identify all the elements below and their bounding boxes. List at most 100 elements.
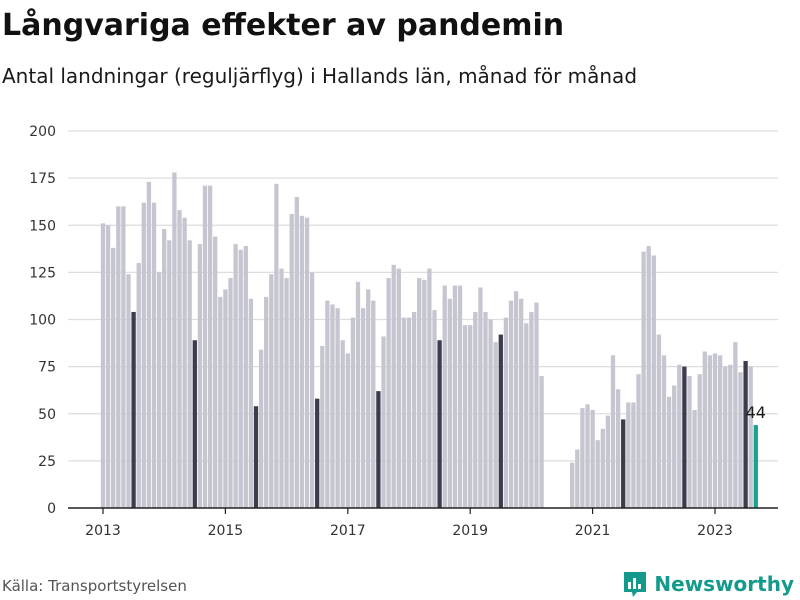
bar bbox=[243, 245, 248, 509]
bar bbox=[626, 402, 631, 508]
bar bbox=[279, 268, 284, 508]
bar bbox=[417, 278, 422, 508]
x-tick-label: 2015 bbox=[208, 523, 244, 539]
bar bbox=[100, 223, 106, 509]
y-tick-label: 125 bbox=[29, 265, 56, 281]
bar bbox=[371, 300, 376, 508]
bar bbox=[264, 296, 269, 508]
latest-value-label: 44 bbox=[746, 403, 766, 422]
chart-title: Långvariga effekter av pandemin bbox=[2, 8, 565, 43]
bar bbox=[717, 355, 723, 508]
bar bbox=[427, 268, 432, 508]
bar bbox=[707, 355, 713, 508]
brand-name: Newsworthy bbox=[654, 572, 794, 596]
bar bbox=[677, 364, 682, 508]
bar bbox=[162, 229, 167, 508]
bar bbox=[508, 300, 514, 508]
bar bbox=[187, 240, 192, 508]
bar bbox=[197, 244, 203, 508]
bar bbox=[468, 325, 473, 508]
bar bbox=[146, 181, 152, 508]
y-tick-label: 200 bbox=[29, 124, 56, 140]
bar bbox=[615, 389, 621, 508]
bar bbox=[457, 285, 463, 508]
bar bbox=[167, 240, 172, 508]
bar bbox=[422, 279, 427, 508]
bar bbox=[315, 398, 320, 508]
bar bbox=[687, 376, 692, 508]
bar bbox=[600, 428, 605, 508]
bar bbox=[636, 374, 641, 508]
x-tick-label: 2021 bbox=[575, 523, 611, 539]
bar bbox=[105, 225, 111, 508]
bar bbox=[207, 185, 213, 509]
bar bbox=[141, 202, 146, 508]
bar bbox=[493, 342, 498, 508]
bar bbox=[442, 285, 447, 508]
bar bbox=[238, 249, 243, 508]
bar bbox=[605, 415, 611, 508]
newsworthy-brand[interactable]: Newsworthy bbox=[622, 568, 794, 600]
bar bbox=[325, 300, 330, 508]
bar bbox=[116, 206, 121, 508]
bar bbox=[360, 308, 366, 508]
bar bbox=[299, 215, 305, 508]
x-tick-label: 2013 bbox=[85, 523, 121, 539]
bar bbox=[340, 340, 345, 508]
bar bbox=[631, 402, 636, 508]
x-tick-label: 2019 bbox=[452, 523, 488, 539]
bar bbox=[666, 396, 672, 508]
bar bbox=[513, 291, 519, 508]
bar bbox=[228, 278, 233, 508]
bar bbox=[646, 245, 651, 509]
bar bbox=[111, 247, 116, 508]
bar bbox=[702, 351, 707, 508]
bar bbox=[177, 210, 182, 509]
y-tick-label: 150 bbox=[29, 218, 56, 234]
y-tick-label: 50 bbox=[38, 407, 56, 423]
bar bbox=[289, 213, 294, 508]
bar bbox=[529, 311, 534, 508]
bar bbox=[590, 409, 595, 508]
bar bbox=[345, 353, 350, 508]
bar bbox=[294, 196, 299, 508]
bar bbox=[473, 311, 478, 508]
bar bbox=[661, 355, 667, 508]
bar bbox=[192, 340, 197, 508]
bar bbox=[447, 298, 452, 508]
bar bbox=[437, 340, 442, 508]
bar bbox=[728, 364, 733, 508]
bar bbox=[748, 366, 753, 508]
bar bbox=[432, 310, 437, 508]
bar bbox=[350, 317, 356, 508]
bar bbox=[610, 355, 616, 508]
bar bbox=[672, 385, 677, 508]
bar bbox=[723, 366, 728, 508]
bar bbox=[156, 272, 162, 508]
bar bbox=[396, 268, 401, 508]
newsworthy-logo-icon bbox=[624, 572, 647, 597]
bar bbox=[452, 285, 458, 508]
bar bbox=[131, 311, 136, 508]
bar bbox=[213, 236, 218, 508]
bar bbox=[386, 278, 391, 508]
bar bbox=[483, 311, 488, 508]
chart-subtitle: Antal landningar (reguljärflyg) i Hallan… bbox=[2, 64, 638, 88]
bar bbox=[524, 323, 529, 508]
bar bbox=[697, 374, 702, 508]
y-tick-label: 100 bbox=[29, 313, 56, 329]
bar bbox=[376, 391, 381, 508]
bar bbox=[182, 217, 187, 508]
bar bbox=[411, 311, 417, 508]
bar bbox=[223, 289, 228, 508]
bar bbox=[621, 419, 626, 508]
bar bbox=[503, 317, 509, 508]
bar bbox=[269, 274, 274, 508]
bar bbox=[692, 409, 697, 508]
bar bbox=[519, 298, 524, 508]
bar bbox=[570, 462, 575, 508]
bar bbox=[595, 440, 600, 508]
bar bbox=[366, 289, 371, 508]
bar bbox=[258, 349, 264, 508]
